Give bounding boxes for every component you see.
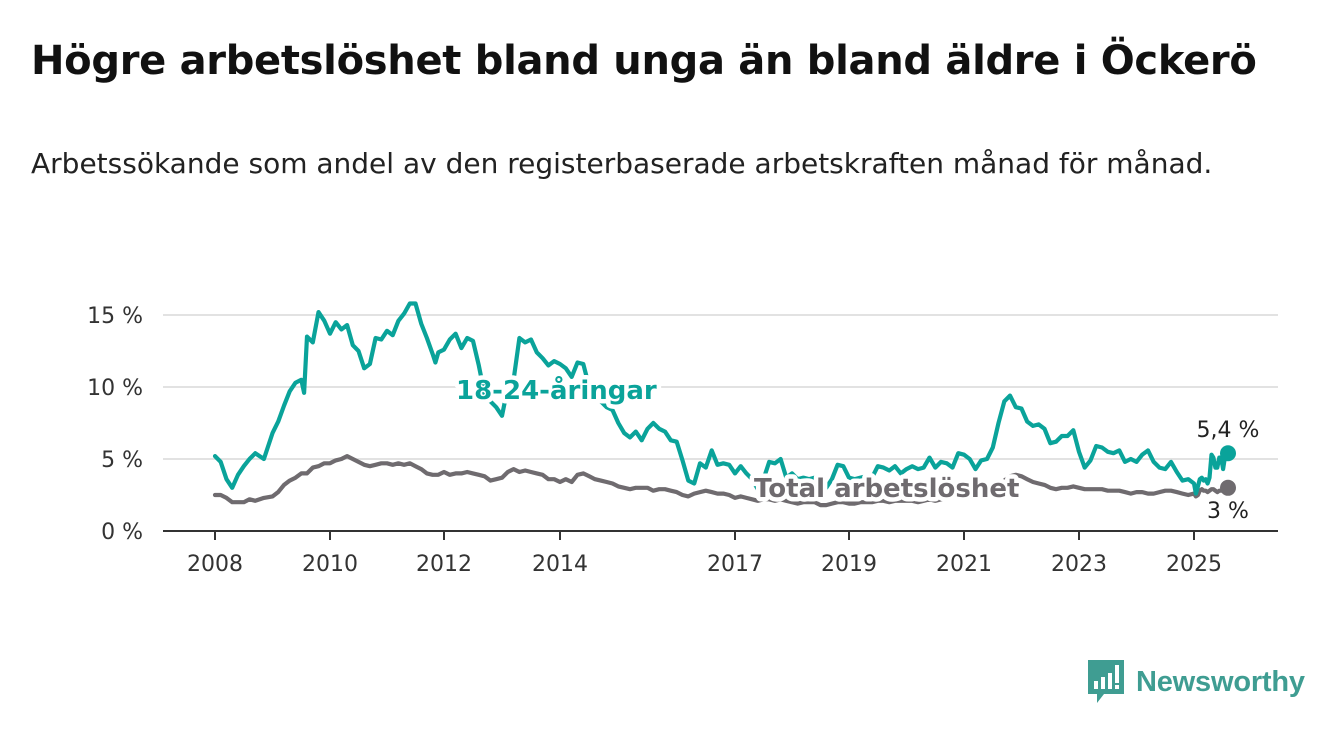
series-line-total xyxy=(212,454,1231,508)
annotation-young: 18-24-åringar xyxy=(456,374,657,406)
gridlines xyxy=(163,314,1278,532)
y-tick-label: 0 % xyxy=(101,520,143,545)
annotations: 5,4 %3 %18-24-åringar18-24-åringarTotal … xyxy=(452,370,1260,524)
x-tick-label: 2008 xyxy=(187,552,243,577)
chart-subtitle: Arbetssökande som andel av den registerb… xyxy=(31,147,1213,180)
line-chart: 0 %5 %10 %15 % 2008 2010 2012 2014 2017 2019 2… xyxy=(87,301,1278,577)
end-point-young xyxy=(1220,445,1236,462)
y-tick-label: 5 % xyxy=(101,448,143,473)
x-tick-label: 2021 xyxy=(936,552,992,577)
annotation-young-halo: 18-24-åringar xyxy=(456,374,657,406)
series-lines xyxy=(212,301,1236,508)
x-axis-ticks: 2008 2010 2012 2014 2017 2019 2021 2023 2025 xyxy=(187,531,1222,577)
y-axis-ticks: 0 % 5 % 10 % 15 % xyxy=(87,304,143,545)
x-tick-label: 2019 xyxy=(821,552,877,577)
bar-chart-logo-icon xyxy=(1088,660,1124,703)
y-tick-label: 10 % xyxy=(87,376,143,401)
x-tick-label: 2010 xyxy=(302,552,358,577)
x-tick-label: 2017 xyxy=(707,552,763,577)
end-point-total xyxy=(1220,479,1236,496)
end-label-total: 3 % xyxy=(1207,499,1249,524)
annotation-total-halo: Total arbetslöshet xyxy=(754,474,1019,504)
end-label-young: 5,4 % xyxy=(1197,418,1260,443)
series-line-young xyxy=(212,301,1231,496)
y-tick-label: 15 % xyxy=(87,304,143,329)
newsworthy-logo: Newsworthy xyxy=(1088,660,1305,704)
x-tick-label: 2014 xyxy=(532,552,588,577)
x-tick-label: 2012 xyxy=(416,552,472,577)
x-tick-label: 2023 xyxy=(1051,552,1107,577)
brand-name: Newsworthy xyxy=(1136,665,1305,698)
annotation-total: Total arbetslöshet xyxy=(754,474,1019,504)
chart-title: Högre arbetslöshet bland unga än bland ä… xyxy=(31,38,1257,84)
x-tick-label: 2025 xyxy=(1166,552,1222,577)
